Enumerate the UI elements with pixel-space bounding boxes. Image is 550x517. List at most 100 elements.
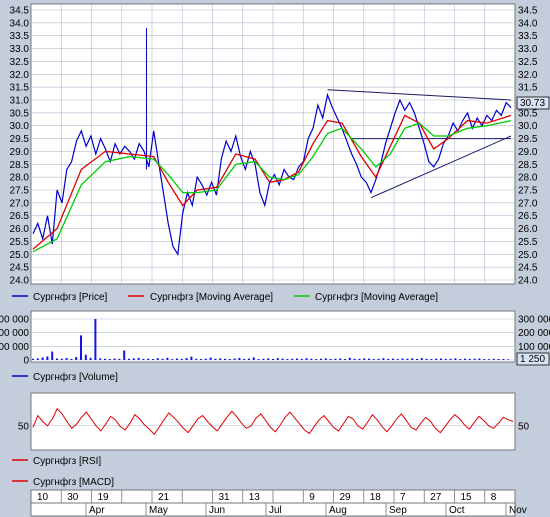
price-y-tick-right: 29.5 xyxy=(518,134,538,145)
time-axis: 10 30 19 21 31 13 9 29 18 7 27 15 8 Apr May Jun Jul Aug S… xyxy=(30,489,527,517)
time-day-labels: 10 30 19 21 31 13 9 29 18 7 27 15 8 xyxy=(37,492,497,503)
volume-last-value-badge: 1 250 xyxy=(516,352,550,366)
volume-y-tick-right: 100 000 xyxy=(518,342,550,353)
price-y-tick-right: 30.0 xyxy=(518,121,538,132)
price-last-value-badge: 30.73 xyxy=(516,96,550,110)
rsi-legend: Сургнфгз [RSI] xyxy=(12,455,101,467)
price-y-tick-right: 24.0 xyxy=(518,276,538,287)
price-series xyxy=(32,92,512,257)
volume-plot-area xyxy=(30,310,516,363)
price-y-tick-right: 25.5 xyxy=(518,237,538,248)
price-y-tick-right: 26.0 xyxy=(518,224,538,235)
price-y-tick-right: 34.5 xyxy=(518,6,538,17)
rsi-y-tick-left: 50 xyxy=(18,421,30,432)
price-y-tick-left: 30.5 xyxy=(10,108,30,119)
price-y-tick-right: 28.0 xyxy=(518,173,538,184)
time-day-label: 10 xyxy=(37,492,49,503)
legend-volume-label: Сургнфгз [Volume] xyxy=(33,371,118,383)
price-y-tick-left: 26.5 xyxy=(10,211,30,222)
price-y-tick-right: 32.5 xyxy=(518,57,538,68)
price-y-tick-left: 28.0 xyxy=(10,173,30,184)
time-month-label: Aug xyxy=(329,505,347,516)
time-month-labels: Apr May Jun Jul Aug Sep Oct Nov xyxy=(89,505,527,516)
time-month-label: Jun xyxy=(209,505,225,516)
price-y-tick-left: 33.5 xyxy=(10,31,30,42)
price-y-tick-left: 27.5 xyxy=(10,186,30,197)
price-y-tick-right: 28.5 xyxy=(518,160,538,171)
legend-ma-fast-label: Сургнфгз [Moving Average] xyxy=(150,291,273,303)
price-panel: 24.024.525.025.526.026.527.027.528.028.5… xyxy=(10,3,550,287)
volume-y-tick-left: 0 xyxy=(23,356,29,367)
price-y-tick-right: 32.0 xyxy=(518,70,538,81)
macd-legend: Сургнфгз [MACD] xyxy=(12,476,114,488)
price-y-tick-right: 24.5 xyxy=(518,263,538,274)
volume-panel: 0 100 000 200 000 300 000 100 000 200 000 300… xyxy=(0,310,550,367)
price-y-tick-left: 32.5 xyxy=(10,57,30,68)
price-y-tick-left: 25.0 xyxy=(10,250,30,261)
price-y-axis-right: 24.0 24.5 25.0 25.5 26.0 26.5 27.027.5 28.0 28.5… xyxy=(518,6,538,287)
price-y-tick-left: 34.5 xyxy=(10,6,30,17)
price-last-value: 30.73 xyxy=(520,98,545,109)
legend-ma-slow-label: Сургнфгз [Moving Average] xyxy=(315,291,438,303)
rsi-plot-area xyxy=(30,392,516,451)
price-y-tick-left: 29.0 xyxy=(10,147,30,158)
volume-grid xyxy=(31,318,515,361)
trendline xyxy=(327,89,512,101)
price-y-tick-right: 33.0 xyxy=(518,44,538,55)
price-y-tick-right: 26.5 xyxy=(518,211,538,222)
time-month-label: Jul xyxy=(269,505,282,516)
legend-price-label: Сургнфгз [Price] xyxy=(33,291,108,303)
price-y-tick-left: 31.5 xyxy=(10,83,30,94)
rsi-y-tick-right: 50 xyxy=(518,421,530,432)
price-y-tick-left: 24.0 xyxy=(10,276,30,287)
time-day-label: 15 xyxy=(461,492,473,503)
price-annotations xyxy=(145,28,512,199)
volume-y-tick-right: 200 000 xyxy=(518,328,550,339)
price-y-tick-left: 30.0 xyxy=(10,121,30,132)
volume-last-value: 1 250 xyxy=(520,354,545,365)
price-y-tick-left: 29.5 xyxy=(10,134,30,145)
rsi-series xyxy=(32,407,514,436)
time-month-label: Apr xyxy=(89,505,105,516)
price-y-tick-right: 25.0 xyxy=(518,250,538,261)
volume-legend: Сургнфгз [Volume] xyxy=(12,371,118,383)
time-day-label: 31 xyxy=(219,492,231,503)
trendline xyxy=(370,135,512,199)
time-month-label: May xyxy=(149,505,168,516)
time-day-label: 19 xyxy=(98,492,110,503)
volume-y-axis-right: 100 000 200 000 300 000 xyxy=(518,315,550,353)
time-day-label: 27 xyxy=(430,492,442,503)
time-day-label: 13 xyxy=(249,492,261,503)
time-day-label: 8 xyxy=(491,492,497,503)
price-y-tick-right: 29.0 xyxy=(518,147,538,158)
rsi-panel: 50 50 xyxy=(18,392,530,451)
price-y-tick-left: 33.0 xyxy=(10,44,30,55)
volume-y-tick-right: 300 000 xyxy=(518,315,550,326)
price-legend: Сургнфгз [Price] Сургнфгз [Moving Averag… xyxy=(12,291,438,303)
price-y-tick-right: 27.5 xyxy=(518,186,538,197)
moving-average-fast-line xyxy=(32,114,512,250)
time-day-label: 7 xyxy=(400,492,406,503)
volume-y-tick-left: 100 000 xyxy=(0,342,29,353)
price-y-tick-left: 26.0 xyxy=(10,224,30,235)
moving-average-slow-line xyxy=(32,119,512,253)
price-y-tick-left: 27.0 xyxy=(10,198,30,209)
price-y-axis-left: 24.0 24.5 25.0 25.5 26.0 26.5 27.027.5 28.0 28.5… xyxy=(10,6,30,287)
time-day-label: 21 xyxy=(158,492,170,503)
price-y-tick-right: 34.0 xyxy=(518,18,538,29)
price-y-tick-left: 32.0 xyxy=(10,70,30,81)
price-y-tick-left: 31.0 xyxy=(10,96,30,107)
price-y-tick-left: 34.0 xyxy=(10,18,30,29)
time-month-label: Sep xyxy=(389,505,407,516)
rsi-y-axis: 50 50 xyxy=(18,421,530,432)
time-day-label: 9 xyxy=(309,492,315,503)
volume-bars xyxy=(32,319,510,360)
legend-macd-label: Сургнфгз [MACD] xyxy=(33,476,114,488)
volume-y-tick-left: 300 000 xyxy=(0,315,29,326)
volume-y-axis-left: 0 100 000 200 000 300 000 xyxy=(0,315,29,367)
price-y-tick-right: 27.0 xyxy=(518,198,538,209)
time-day-label: 29 xyxy=(340,492,352,503)
time-month-label: Nov xyxy=(509,505,527,516)
legend-rsi-label: Сургнфгз [RSI] xyxy=(33,455,101,467)
price-y-tick-left: 25.5 xyxy=(10,237,30,248)
